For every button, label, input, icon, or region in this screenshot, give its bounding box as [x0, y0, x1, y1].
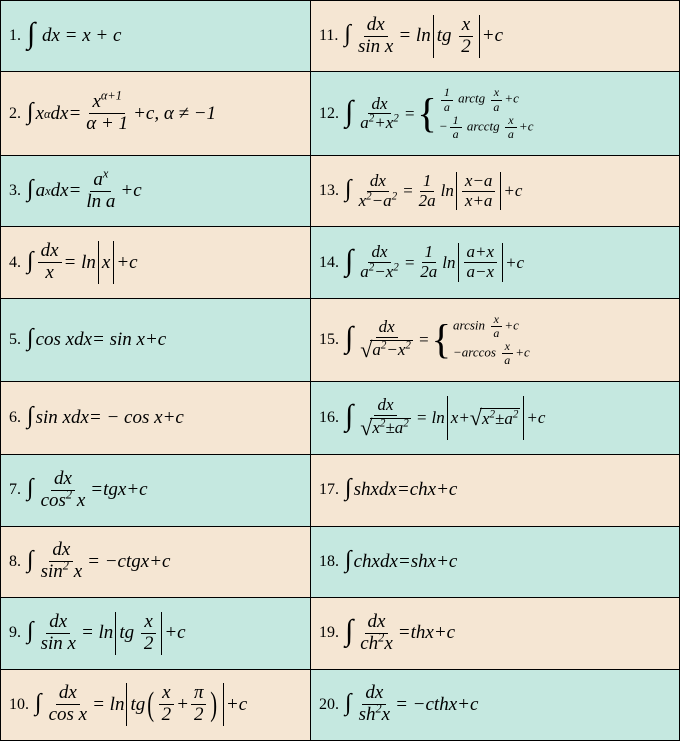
- formula: ∫dxcos x = lntg(x2+π2) + c: [35, 683, 247, 726]
- formula: ∫dxsin2 x = −ctgx + c: [27, 540, 170, 583]
- formula: ∫ dx = x + c: [27, 25, 121, 47]
- cell-12: 12. ∫dxa2+x2 = { 1a arctg xa+c −1a arcct…: [311, 72, 680, 155]
- formula: ∫axdx = axln a + c: [27, 170, 142, 213]
- cell-7: 7. ∫dxcos2 x = tgx + c: [1, 455, 311, 526]
- row-number: 6.: [9, 409, 21, 427]
- formula: ∫xαdx = xα+1α + 1 + c, α ≠ −1: [27, 92, 216, 135]
- cell-8: 8. ∫dxsin2 x = −ctgx + c: [1, 527, 311, 598]
- cell-3: 3. ∫axdx = axln a + c: [1, 156, 311, 227]
- row-number: 19.: [319, 624, 339, 642]
- row-number: 14.: [319, 254, 339, 272]
- row-number: 4.: [9, 254, 21, 272]
- cell-4: 4. ∫dxx = lnx + c: [1, 227, 311, 298]
- formula: ∫dxx2±a2 = lnx + x2±a2 + c: [345, 396, 545, 440]
- cell-17: 17. ∫shxdx = chx + c: [311, 455, 680, 526]
- formula: ∫dxa2−x2 = { arcsin xa+c −arccos xa+c: [345, 313, 530, 368]
- row-number: 1.: [9, 27, 21, 45]
- row-number: 8.: [9, 553, 21, 571]
- row-number: 20.: [319, 696, 339, 714]
- row-number: 5.: [9, 331, 21, 349]
- formula: ∫shxdx = chx + c: [345, 479, 457, 501]
- cell-18: 18. ∫chxdx = shx + c: [311, 527, 680, 598]
- formula: ∫chxdx = shx + c: [345, 551, 457, 573]
- row-number: 16.: [319, 409, 339, 427]
- formula: ∫dxa2−x2 = 12a ln a+xa−x + c: [345, 243, 524, 281]
- cell-1: 1. ∫ dx = x + c: [1, 1, 311, 72]
- integral-table: 1. ∫ dx = x + c 11. ∫dxsin x = lntg x2 +…: [0, 0, 680, 741]
- formula: ∫dxcos2 x = tgx + c: [27, 469, 148, 512]
- cell-16: 16. ∫dxx2±a2 = lnx + x2±a2 + c: [311, 382, 680, 455]
- formula: ∫sin xdx = − cos x + c: [27, 407, 184, 429]
- cell-6: 6. ∫sin xdx = − cos x + c: [1, 382, 311, 455]
- cell-14: 14. ∫dxa2−x2 = 12a ln a+xa−x + c: [311, 227, 680, 298]
- formula: ∫cos xdx = sin x + c: [27, 329, 166, 351]
- formula: ∫dxx = lnx + c: [27, 241, 138, 284]
- cell-15: 15. ∫dxa2−x2 = { arcsin xa+c −arccos xa+…: [311, 299, 680, 382]
- row-number: 11.: [319, 27, 338, 45]
- formula: ∫dxx2−a2 = 12a ln x−ax+a + c: [345, 172, 522, 210]
- row-number: 15.: [319, 331, 339, 349]
- row-number: 12.: [319, 105, 339, 123]
- cell-5: 5. ∫cos xdx = sin x + c: [1, 299, 311, 382]
- cell-11: 11. ∫dxsin x = lntg x2 + c: [311, 1, 680, 72]
- cell-10: 10. ∫dxcos x = lntg(x2+π2) + c: [1, 670, 311, 741]
- row-number: 18.: [319, 553, 339, 571]
- row-number: 2.: [9, 105, 21, 123]
- cell-2: 2. ∫xαdx = xα+1α + 1 + c, α ≠ −1: [1, 72, 311, 155]
- cell-20: 20. ∫dxsh2x = −cthx + c: [311, 670, 680, 741]
- formula: ∫dxa2+x2 = { 1a arctg xa+c −1a arcctg xa…: [345, 86, 533, 141]
- formula: ∫dxch2x = thx + c: [345, 612, 455, 655]
- formula: ∫dxsh2x = −cthx + c: [345, 683, 478, 726]
- cell-13: 13. ∫dxx2−a2 = 12a ln x−ax+a + c: [311, 156, 680, 227]
- cell-9: 9. ∫dxsin x = lntg x2 + c: [1, 598, 311, 669]
- row-number: 13.: [319, 182, 339, 200]
- row-number: 9.: [9, 624, 21, 642]
- row-number: 3.: [9, 182, 21, 200]
- formula: ∫dxsin x = lntg x2 + c: [27, 612, 186, 655]
- row-number: 7.: [9, 481, 21, 499]
- row-number: 10.: [9, 696, 29, 714]
- formula: ∫dxsin x = lntg x2 + c: [344, 15, 503, 58]
- cell-19: 19. ∫dxch2x = thx + c: [311, 598, 680, 669]
- row-number: 17.: [319, 481, 339, 499]
